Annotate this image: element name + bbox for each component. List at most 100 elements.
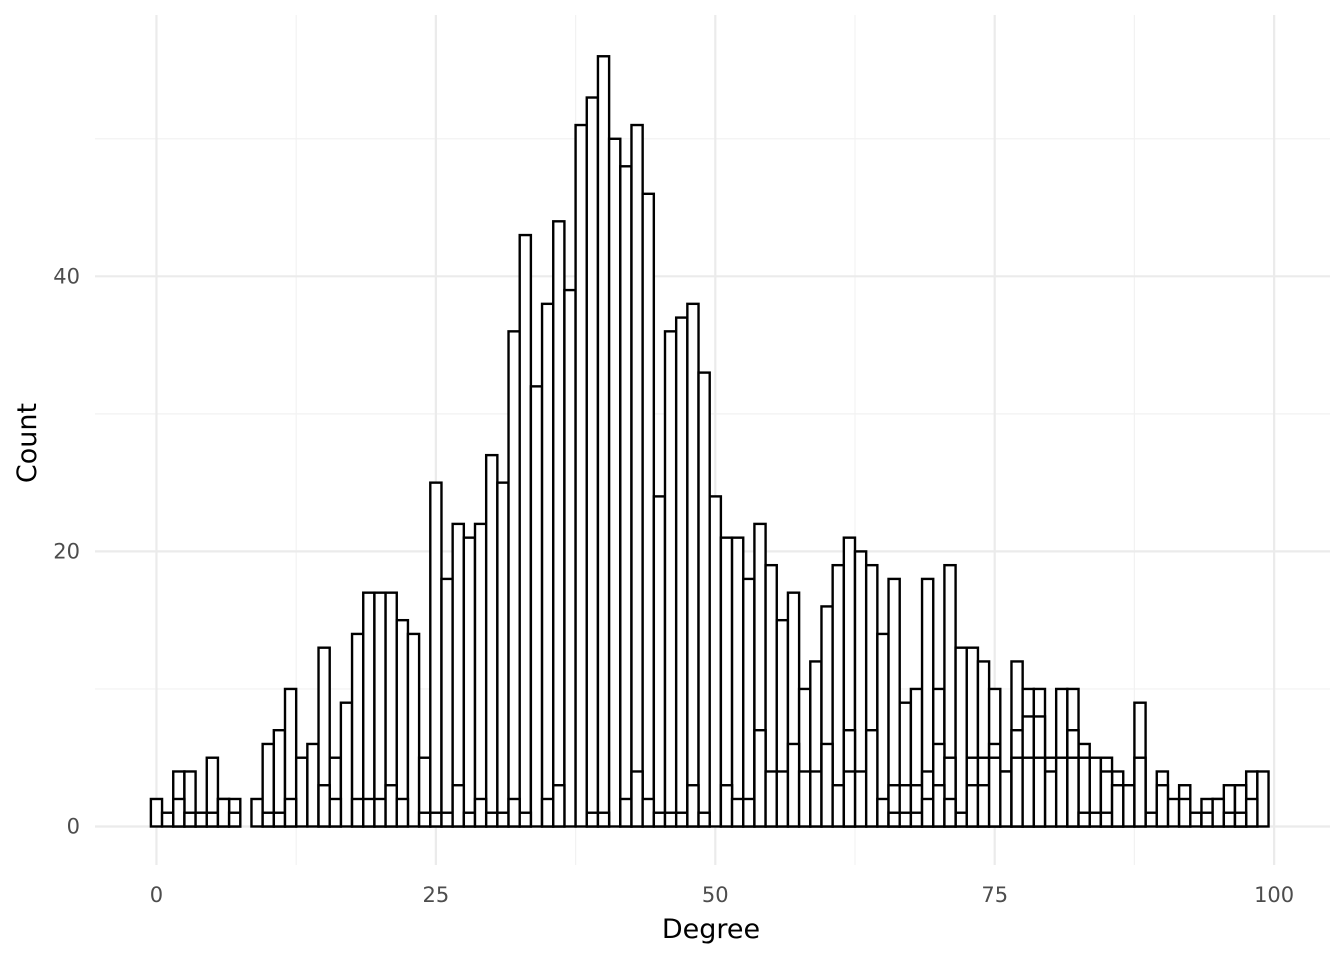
- histogram-bar: [496, 481, 510, 828]
- histogram-bar: [518, 811, 533, 828]
- histogram-bar: [552, 784, 566, 828]
- histogram-bar: [473, 797, 488, 828]
- histogram-bar: [697, 811, 711, 828]
- histogram-bar: [641, 192, 656, 828]
- x-tick-label: 25: [423, 883, 450, 907]
- y-tick-label: 20: [53, 539, 80, 563]
- histogram-bar: [362, 591, 376, 828]
- histogram-bar: [764, 770, 778, 828]
- histogram-bar: [797, 770, 812, 828]
- histogram-bar: [674, 811, 689, 828]
- histogram-bar: [876, 797, 890, 828]
- histogram-bar: [630, 770, 644, 828]
- histogram-bar: [1021, 756, 1036, 828]
- histogram-bar: [909, 811, 924, 828]
- histogram-bar: [1155, 784, 1170, 828]
- y-tick-label: 40: [53, 264, 80, 288]
- histogram-bar: [261, 811, 276, 828]
- x-tick-label: 75: [981, 883, 1008, 907]
- histogram-bar: [328, 797, 343, 828]
- histogram-bar: [596, 811, 611, 828]
- bars: [149, 55, 1270, 828]
- histogram-bar: [484, 811, 499, 828]
- histogram-bar: [1032, 756, 1047, 828]
- histogram-bar: [887, 811, 901, 828]
- histogram-bar: [294, 756, 309, 828]
- histogram-bar: [1222, 811, 1237, 828]
- histogram-bar: [518, 233, 533, 828]
- histogram-bar: [686, 302, 700, 828]
- histogram-bar: [429, 811, 443, 828]
- histogram-bar: [1233, 811, 1248, 828]
- histogram-bar: [306, 742, 320, 828]
- histogram-bar: [1244, 797, 1259, 828]
- histogram-bar: [1077, 811, 1091, 828]
- histogram-bar: [697, 371, 711, 828]
- histogram-bar: [417, 811, 432, 828]
- histogram-bar: [1099, 811, 1114, 828]
- histogram-bar: [507, 797, 521, 828]
- histogram-bar: [540, 302, 555, 828]
- histogram-bar: [1088, 811, 1103, 828]
- histogram-bar: [160, 811, 175, 828]
- histogram-bar: [920, 797, 935, 828]
- histogram-bar: [898, 811, 913, 828]
- histogram-bar: [954, 811, 968, 828]
- histogram-bar: [484, 453, 499, 828]
- histogram-bar: [1054, 756, 1069, 828]
- histogram-bar: [507, 330, 521, 828]
- histogram-bar: [842, 770, 857, 828]
- histogram-bar: [317, 784, 331, 828]
- histogram-bar: [831, 784, 846, 828]
- histogram-bar: [1256, 770, 1270, 828]
- histogram-bar: [451, 784, 466, 828]
- histogram-bar: [429, 481, 443, 828]
- x-tick-label: 0: [150, 883, 163, 907]
- histogram-bar: [652, 495, 667, 828]
- y-tick-label: 0: [67, 814, 80, 838]
- histogram-bar: [496, 811, 510, 828]
- y-axis-ticks: 0 20 40: [53, 264, 80, 838]
- histogram-bar: [574, 123, 588, 828]
- histogram-bar: [172, 797, 186, 828]
- histogram-bar: [552, 220, 566, 828]
- histogram-bar: [976, 784, 991, 828]
- histogram-bar: [373, 797, 387, 828]
- histogram-bar: [652, 811, 667, 828]
- histogram-bar: [1211, 797, 1226, 828]
- histogram-bar: [563, 288, 577, 828]
- histogram-bar: [183, 811, 197, 828]
- histogram-bar: [1110, 784, 1125, 828]
- histogram-bar: [742, 797, 756, 828]
- histogram-bar: [585, 811, 600, 828]
- histogram-bar: [406, 632, 421, 828]
- histogram-bar: [1144, 811, 1158, 828]
- histogram-bar: [932, 784, 946, 828]
- histogram-bar: [775, 770, 790, 828]
- histogram-bar: [730, 797, 745, 828]
- histogram-bar: [395, 618, 410, 828]
- x-tick-label: 50: [702, 883, 729, 907]
- histogram-bar: [809, 770, 823, 828]
- histogram-bar: [753, 729, 767, 828]
- histogram-bar: [641, 797, 656, 828]
- histogram-bar: [283, 797, 298, 828]
- histogram-bar: [876, 632, 890, 828]
- histogram-bar: [730, 536, 745, 828]
- histogram-bar: [987, 756, 1002, 828]
- y-axis-title: Count: [12, 403, 43, 483]
- histogram-bar: [719, 784, 734, 828]
- histogram-bar: [786, 742, 801, 828]
- histogram-bar: [674, 316, 689, 828]
- histogram-bar: [1043, 770, 1058, 828]
- histogram-bar: [853, 770, 868, 828]
- histogram-bar: [451, 522, 466, 828]
- histogram-bar: [999, 770, 1013, 828]
- histogram-bar: [529, 385, 544, 828]
- histogram-bar: [462, 811, 477, 828]
- histogram-bar: [663, 811, 678, 828]
- histogram-bar: [820, 742, 834, 828]
- histogram-bar: [1133, 756, 1147, 828]
- histogram-bar: [1189, 811, 1203, 828]
